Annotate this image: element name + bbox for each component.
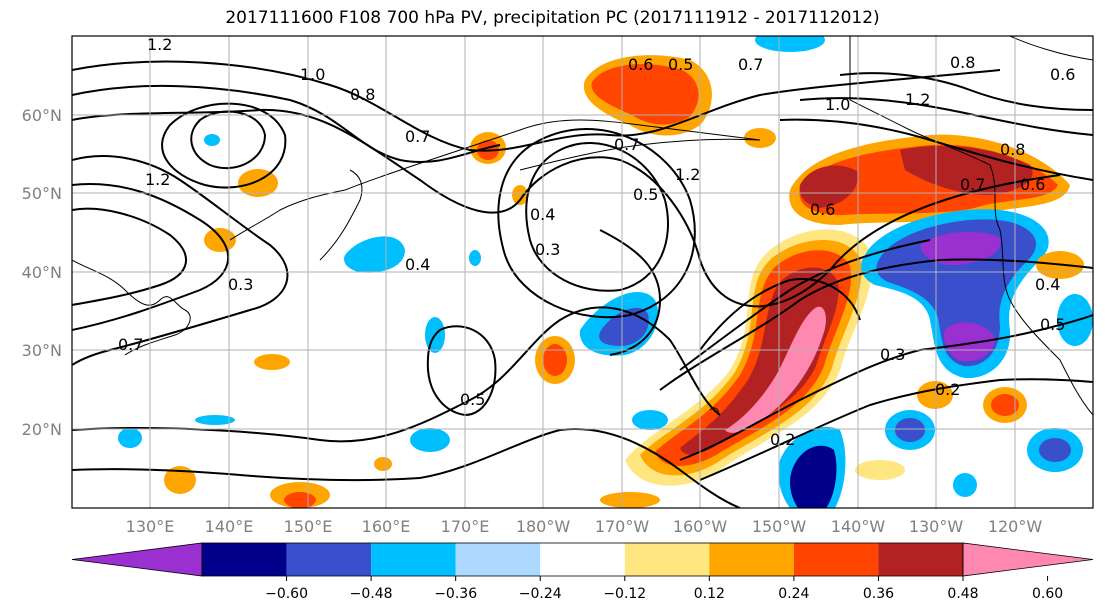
lon-label: 140°W xyxy=(831,517,886,536)
contour-label: 0.6 xyxy=(1050,65,1075,84)
contour-label: 0.6 xyxy=(810,200,835,219)
contour-label: 0.3 xyxy=(228,275,253,294)
colorbar-outline xyxy=(201,542,964,577)
contour-label: 0.7 xyxy=(118,335,143,354)
contour-label: 0.8 xyxy=(1000,140,1025,159)
colorbar-swatch xyxy=(793,543,879,576)
lon-label: 160°W xyxy=(673,517,728,536)
lon-label: 160°E xyxy=(362,517,411,536)
colorbar-tick-label: 0.48 xyxy=(947,586,978,601)
contour-label: 0.2 xyxy=(935,380,960,399)
contour-label: 1.0 xyxy=(300,65,325,84)
lat-label: 60°N xyxy=(22,106,62,125)
coastlines xyxy=(72,36,1093,416)
colorbar-extend-low xyxy=(71,542,203,577)
contour-label: 1.2 xyxy=(147,35,172,54)
lon-label: 150°E xyxy=(284,517,333,536)
colorbar-swatch xyxy=(286,543,372,576)
colorbar-swatch xyxy=(455,543,541,576)
colorbar-swatch xyxy=(540,543,625,576)
map-title: 2017111600 F108 700 hPa PV, precipitatio… xyxy=(225,8,880,28)
contour-label: 1.0 xyxy=(825,95,850,114)
lon-label: 170°W xyxy=(595,517,650,536)
lon-label: 150°W xyxy=(752,517,807,536)
contour-label: 0.3 xyxy=(880,345,905,364)
map-frame xyxy=(71,35,1094,509)
colorbar-tick-label: 0.36 xyxy=(863,586,894,601)
colorbar-tick-label: −0.12 xyxy=(603,586,646,601)
contour-label: 0.6 xyxy=(628,55,653,74)
contour-label: 0.7 xyxy=(960,175,985,194)
lat-label: 50°N xyxy=(22,184,62,203)
contour-label: 0.5 xyxy=(633,185,658,204)
colorbar xyxy=(71,542,1094,577)
lon-label: 130°E xyxy=(126,517,175,536)
colorbar-tick-label: −0.48 xyxy=(350,586,393,601)
colorbar-tick-label: 0.12 xyxy=(694,586,725,601)
colorbar-tick-label: 0.60 xyxy=(1032,586,1063,601)
colorbar-swatch xyxy=(709,543,794,576)
contour-label: 0.4 xyxy=(405,255,430,274)
contour-label: 1.2 xyxy=(675,165,700,184)
contour-label: 0.7 xyxy=(614,135,639,154)
lon-label: 140°E xyxy=(205,517,254,536)
colorbar-tick-label: −0.24 xyxy=(519,586,562,601)
contour-label: 0.4 xyxy=(1035,275,1060,294)
colorbar-extend-high xyxy=(962,542,1094,577)
contour-label: 0.5 xyxy=(1040,315,1065,334)
contour-label: 0.7 xyxy=(738,55,763,74)
contour-label: 0.2 xyxy=(770,430,795,449)
colorbar-swatch xyxy=(371,543,456,576)
contour-label: 0.6 xyxy=(1020,175,1045,194)
colorbar-tick-label: 0.24 xyxy=(778,586,809,601)
contour-label: 0.3 xyxy=(535,240,560,259)
colorbar-swatch xyxy=(878,543,963,576)
lon-label: 170°E xyxy=(441,517,490,536)
colorbar-swatch xyxy=(624,543,710,576)
contour-label: 0.8 xyxy=(950,53,975,72)
pv-contours xyxy=(72,60,1093,508)
graticule xyxy=(72,36,1093,508)
colorbar-tick-label: −0.60 xyxy=(265,586,308,601)
lat-label: 30°N xyxy=(22,341,62,360)
lon-label: 180°W xyxy=(516,517,571,536)
contour-label: 0.8 xyxy=(350,85,375,104)
contour-label: 0.5 xyxy=(460,390,485,409)
colorbar-tick-label: −0.36 xyxy=(434,586,477,601)
lon-label: 130°W xyxy=(909,517,964,536)
contour-label: 1.2 xyxy=(145,170,170,189)
colorbar-swatch xyxy=(202,543,287,576)
lon-label: 120°W xyxy=(988,517,1043,536)
contour-label: 0.4 xyxy=(530,205,555,224)
contour-label: 0.5 xyxy=(668,55,693,74)
lat-label: 40°N xyxy=(22,263,62,282)
lat-label: 20°N xyxy=(22,420,62,439)
contour-label: 1.2 xyxy=(905,90,930,109)
contour-label: 0.7 xyxy=(405,127,430,146)
